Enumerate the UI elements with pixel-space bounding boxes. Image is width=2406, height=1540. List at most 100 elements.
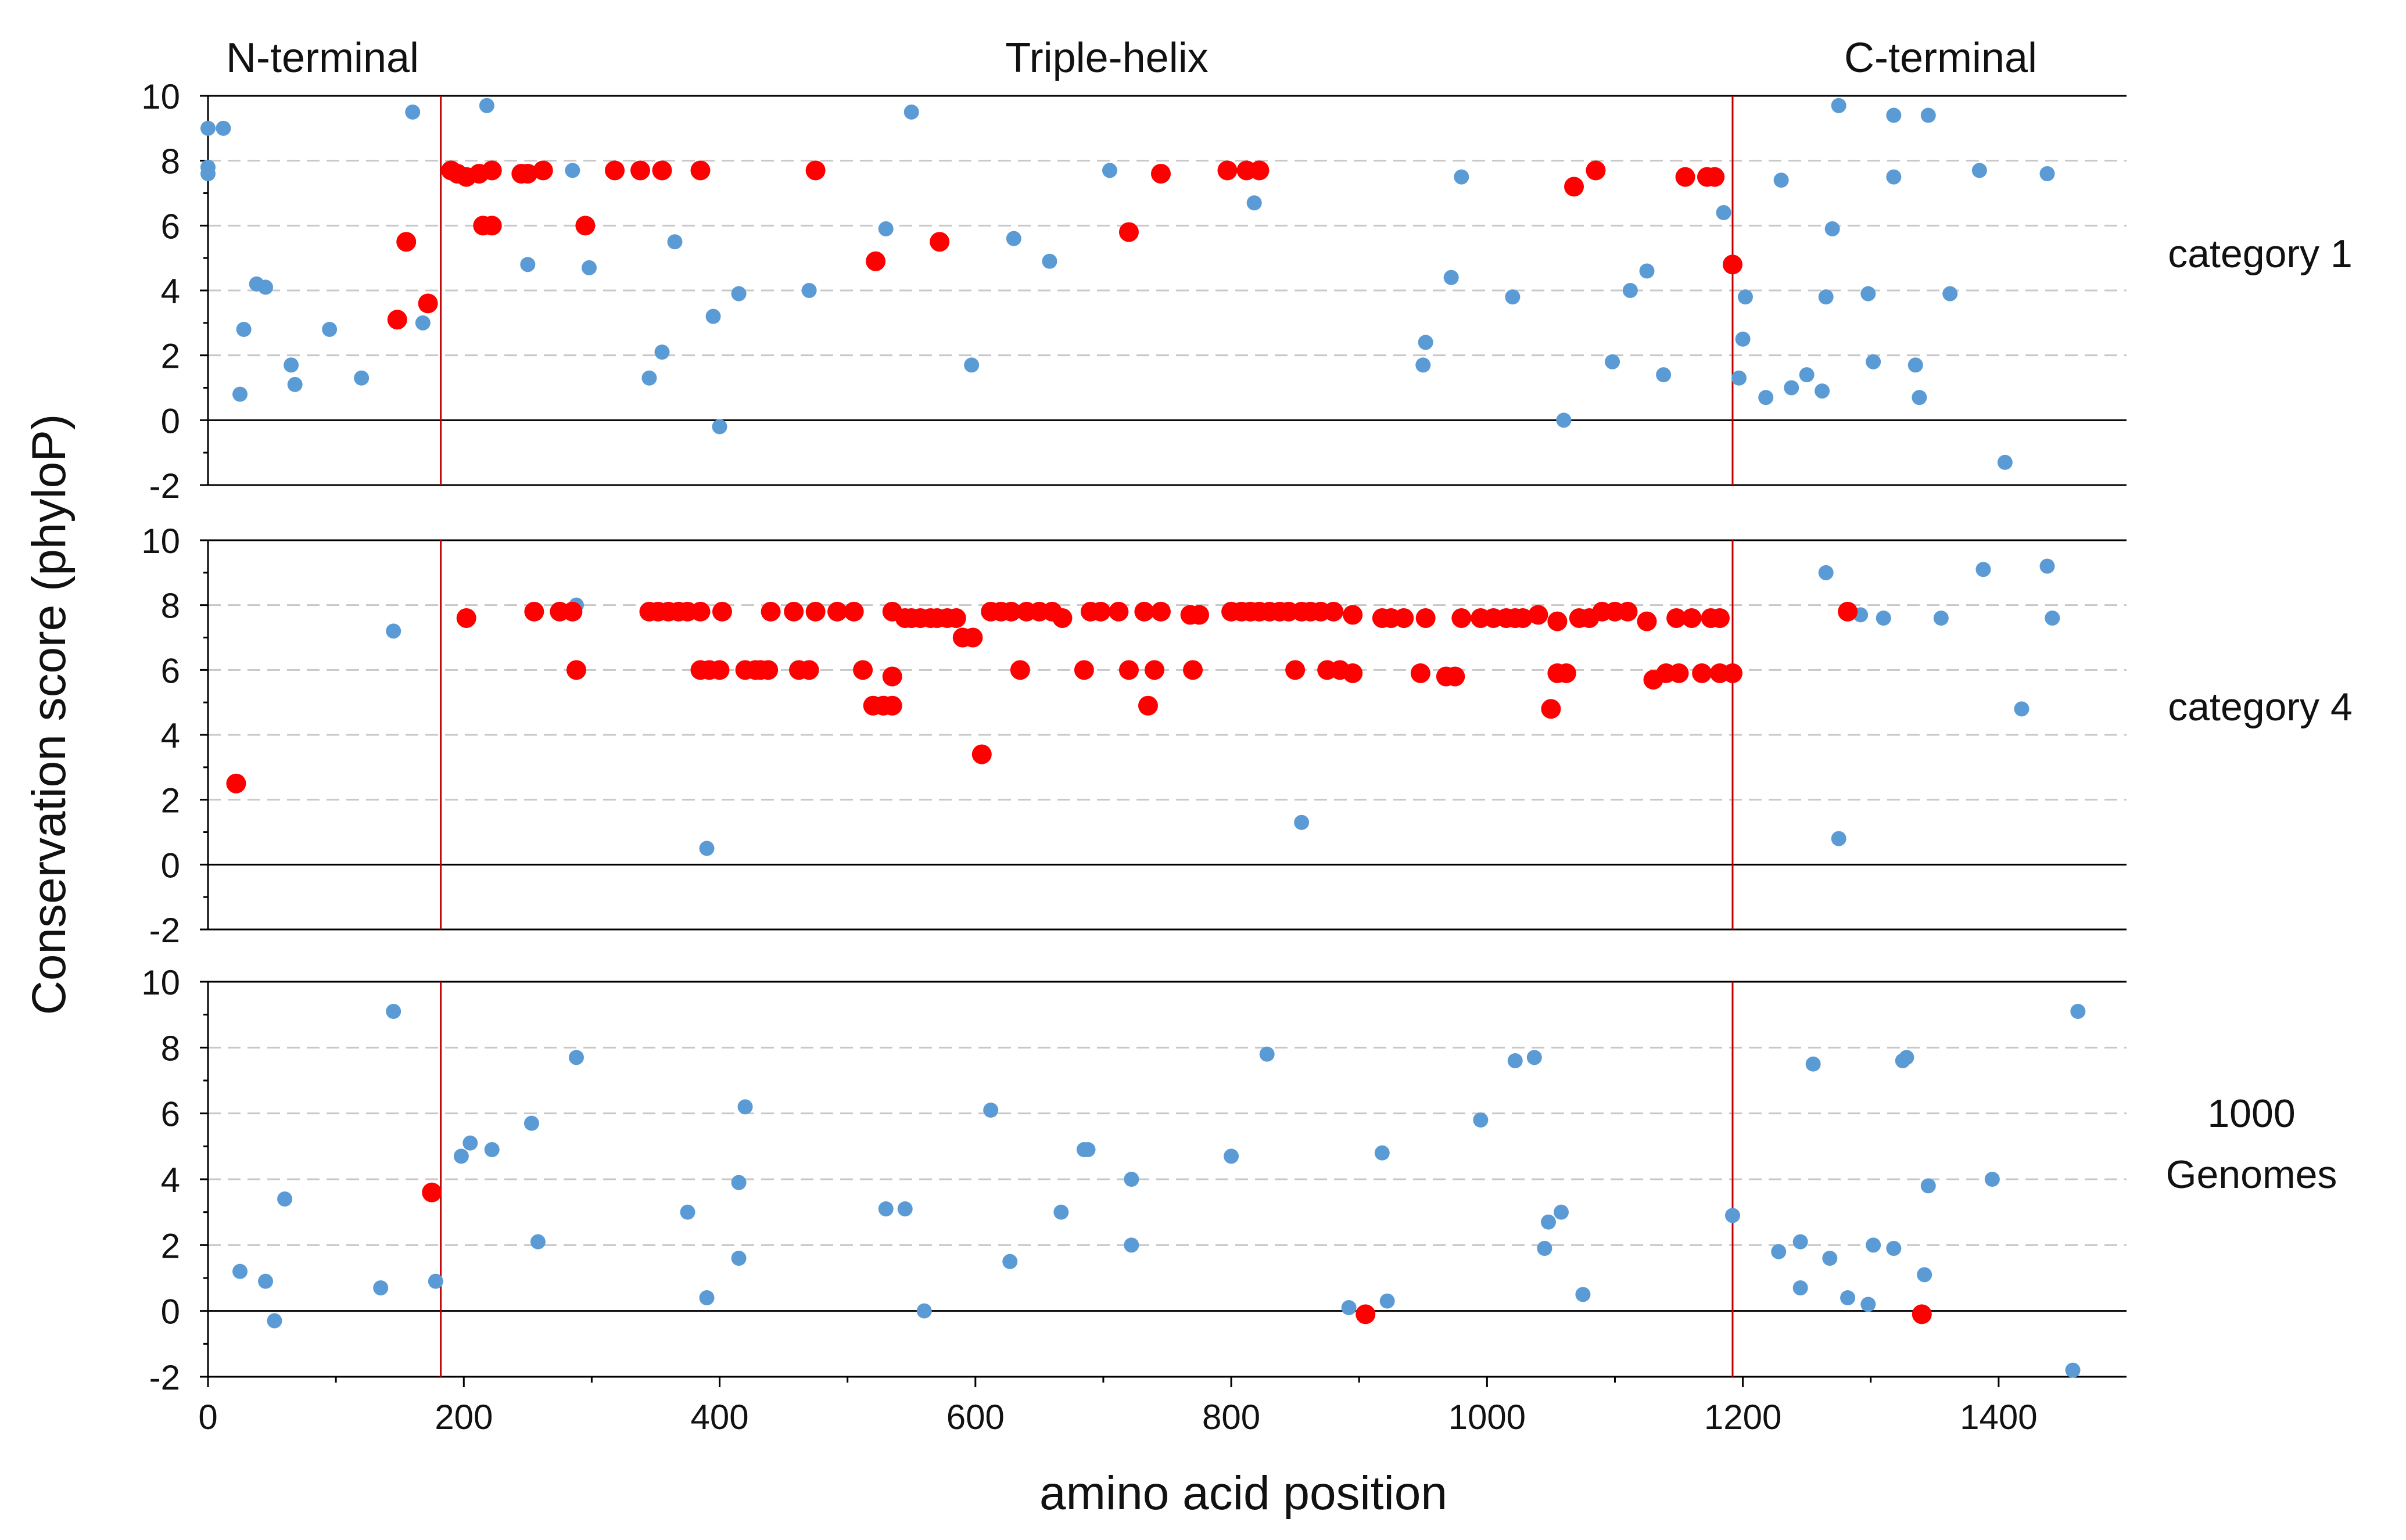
data-point-red bbox=[422, 1182, 442, 1202]
data-point-red bbox=[844, 601, 864, 622]
data-point-blue bbox=[1556, 412, 1572, 428]
data-point-blue bbox=[565, 163, 580, 178]
data-point-blue bbox=[568, 1050, 584, 1065]
panel-label: 1000 bbox=[2207, 1092, 2295, 1136]
data-point-red bbox=[1118, 660, 1139, 680]
data-point-red bbox=[1692, 663, 1712, 683]
x-axis-label: amino acid position bbox=[1039, 1467, 1447, 1520]
data-point-red bbox=[1118, 222, 1139, 242]
data-point-blue bbox=[737, 1099, 753, 1115]
y-tick-label: 6 bbox=[161, 651, 180, 690]
y-tick-label: 6 bbox=[161, 207, 180, 246]
y-tick-label: 4 bbox=[161, 716, 180, 755]
data-point-red bbox=[853, 660, 873, 680]
data-point-red bbox=[387, 310, 407, 330]
data-point-blue bbox=[1526, 1050, 1542, 1065]
data-point-blue bbox=[641, 370, 657, 386]
data-point-blue bbox=[1933, 611, 1949, 626]
data-point-red bbox=[761, 601, 781, 622]
data-point-blue bbox=[1784, 380, 1799, 396]
data-point-blue bbox=[903, 104, 919, 120]
data-point-blue bbox=[699, 1290, 715, 1305]
data-point-blue bbox=[1294, 814, 1310, 830]
data-point-blue bbox=[484, 1142, 500, 1157]
data-point-red bbox=[226, 773, 246, 794]
data-point-blue bbox=[1886, 107, 1902, 123]
data-point-blue bbox=[801, 283, 817, 298]
data-point-red bbox=[799, 660, 819, 680]
data-point-red bbox=[805, 160, 826, 181]
data-point-red bbox=[1052, 608, 1073, 628]
y-tick-label: -2 bbox=[149, 911, 180, 950]
y-tick-label: 6 bbox=[161, 1095, 180, 1134]
data-point-red bbox=[533, 160, 553, 181]
data-point-blue bbox=[277, 1191, 293, 1207]
y-tick-label: 10 bbox=[141, 963, 180, 1002]
data-point-red bbox=[805, 601, 826, 622]
x-tick-label: 1400 bbox=[1960, 1398, 2037, 1437]
data-point-red bbox=[1528, 605, 1548, 625]
data-point-blue bbox=[1912, 390, 1927, 405]
data-point-blue bbox=[523, 1115, 539, 1131]
data-point-red bbox=[1001, 601, 1021, 622]
data-point-blue bbox=[878, 221, 894, 236]
data-point-blue bbox=[1792, 1234, 1808, 1250]
data-point-blue bbox=[1259, 1046, 1275, 1062]
data-point-blue bbox=[520, 257, 536, 272]
data-point-blue bbox=[1006, 231, 1021, 246]
panel-label: category 1 bbox=[2168, 232, 2353, 276]
data-point-blue bbox=[1792, 1280, 1808, 1295]
data-point-red bbox=[690, 601, 711, 622]
data-point-blue bbox=[1975, 562, 1991, 577]
data-point-red bbox=[1547, 611, 1568, 631]
data-point-blue bbox=[200, 166, 216, 181]
data-point-red bbox=[946, 608, 966, 628]
data-point-blue bbox=[1454, 169, 1469, 185]
data-point-blue bbox=[1246, 195, 1262, 211]
data-point-red bbox=[1838, 601, 1858, 622]
data-point-red bbox=[882, 695, 902, 716]
data-point-blue bbox=[1224, 1148, 1239, 1164]
y-tick-label: 10 bbox=[141, 522, 180, 561]
data-point-blue bbox=[1886, 169, 1902, 185]
data-point-red bbox=[784, 601, 804, 622]
data-point-blue bbox=[916, 1303, 932, 1319]
data-point-red bbox=[1666, 608, 1687, 628]
data-point-red bbox=[566, 660, 586, 680]
data-point-blue bbox=[1997, 454, 2013, 470]
data-point-red bbox=[562, 601, 583, 622]
data-point-blue bbox=[373, 1280, 389, 1295]
data-point-blue bbox=[712, 419, 727, 435]
data-point-blue bbox=[1374, 1145, 1390, 1161]
data-point-red bbox=[1144, 660, 1164, 680]
data-point-red bbox=[1669, 663, 1689, 683]
data-point-red bbox=[1681, 608, 1702, 628]
data-point-red bbox=[1722, 663, 1742, 683]
data-point-red bbox=[1074, 660, 1094, 680]
data-point-blue bbox=[1731, 370, 1747, 386]
data-point-blue bbox=[878, 1201, 894, 1216]
data-point-red bbox=[1675, 167, 1695, 187]
data-point-blue bbox=[386, 1004, 401, 1019]
data-point-red bbox=[396, 232, 417, 252]
data-point-blue bbox=[258, 1273, 274, 1289]
data-point-blue bbox=[1716, 205, 1731, 220]
data-point-red bbox=[690, 160, 711, 181]
data-point-red bbox=[1541, 699, 1561, 719]
data-point-red bbox=[1217, 160, 1238, 181]
data-point-blue bbox=[1831, 831, 1846, 846]
data-point-blue bbox=[1002, 1254, 1018, 1269]
data-point-red bbox=[1637, 611, 1657, 631]
data-point-red bbox=[1183, 660, 1203, 680]
data-point-red bbox=[524, 601, 544, 622]
data-point-blue bbox=[1899, 1050, 1914, 1065]
data-point-blue bbox=[1053, 1204, 1069, 1220]
data-point-blue bbox=[1942, 286, 1958, 301]
data-point-red bbox=[1249, 160, 1270, 181]
data-point-blue bbox=[284, 357, 299, 373]
data-point-blue bbox=[2039, 558, 2055, 574]
y-tick-label: 2 bbox=[161, 781, 180, 820]
x-tick-label: 800 bbox=[1202, 1398, 1260, 1437]
data-point-red bbox=[882, 666, 902, 687]
